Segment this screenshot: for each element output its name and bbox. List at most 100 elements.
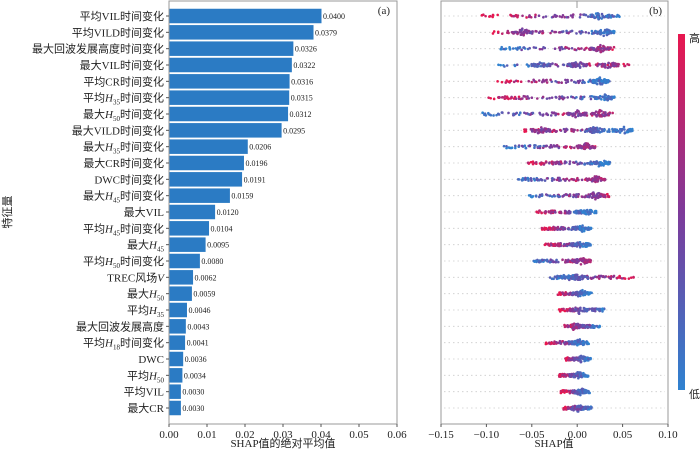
shap-point [522, 33, 525, 37]
shap-point [578, 241, 582, 244]
shap-point [587, 391, 591, 394]
bar-value-label: 0.0080 [201, 257, 223, 266]
shap-point [589, 146, 592, 150]
shap-point [558, 128, 562, 132]
shap-point [515, 63, 519, 67]
shap-point [530, 80, 534, 84]
shap-point [627, 63, 631, 67]
shap-point [593, 97, 597, 101]
shap-point [585, 177, 588, 180]
shap-point [622, 125, 626, 129]
bar-value-label: 0.0041 [187, 339, 209, 348]
shap-point [534, 13, 537, 17]
shap-point [535, 65, 539, 68]
shap-point [596, 130, 599, 133]
shap-point [578, 15, 582, 19]
shap-point [557, 179, 561, 182]
shap-point [612, 61, 615, 65]
shap-point [602, 114, 605, 117]
swarm-row [558, 371, 590, 380]
shap-point [534, 46, 538, 50]
category-label: 平均H50时间变化 [83, 254, 164, 270]
shap-point [578, 112, 581, 115]
shap-point [577, 311, 581, 315]
shap-point [517, 145, 521, 149]
shap-point [573, 404, 577, 408]
shap-point [529, 160, 533, 164]
shap-point [545, 342, 549, 345]
bar [169, 188, 230, 203]
shap-point [620, 128, 624, 132]
shap-point [602, 177, 606, 181]
shap-point [561, 258, 564, 261]
shap-point [585, 161, 589, 165]
shap-point [585, 142, 588, 145]
shap-point [538, 61, 542, 64]
shap-point [583, 290, 587, 293]
shap-point [525, 16, 528, 19]
shap-point [575, 276, 579, 279]
shap-point [587, 31, 591, 35]
shap-point [505, 144, 508, 148]
shap-point [533, 260, 536, 263]
shap-point [578, 226, 582, 229]
shap-point [570, 145, 573, 149]
shap-point [545, 144, 549, 148]
shap-point [585, 46, 588, 50]
shap-point [589, 48, 593, 51]
shap-point [512, 113, 516, 117]
category-label: 最大H45 [127, 238, 164, 254]
shap-point [556, 228, 559, 231]
shap-point [500, 32, 504, 35]
shap-point [599, 50, 603, 54]
category-label: DWC [138, 354, 164, 366]
bar-value-label: 0.0316 [291, 77, 313, 86]
bar-value-label: 0.0034 [184, 371, 206, 380]
bar-value-label: 0.0030 [182, 388, 204, 397]
shap-point [529, 177, 533, 180]
shap-point [589, 160, 593, 164]
x-tick-label: 0.01 [197, 429, 216, 441]
shap-point [572, 390, 576, 394]
shap-point [536, 131, 540, 135]
bar-value-label: 0.0030 [182, 404, 204, 413]
shap-point [575, 193, 578, 196]
shap-point [587, 213, 590, 216]
shap-point [571, 342, 574, 346]
shap-point [557, 81, 560, 84]
shap-point [565, 356, 568, 360]
shap-point [517, 113, 521, 117]
shap-point [593, 209, 597, 213]
shap-point [566, 358, 570, 362]
shap-point [582, 371, 585, 375]
shap-point [539, 113, 542, 116]
category-label: 最大VILD时间变化 [72, 123, 164, 137]
shap-point [583, 359, 586, 363]
shap-point [564, 342, 567, 346]
shap-point [585, 292, 588, 295]
bar-value-label: 0.0046 [188, 306, 210, 315]
shap-point [562, 307, 565, 311]
shap-point [598, 45, 602, 49]
shap-point [516, 15, 519, 19]
shap-point [548, 260, 552, 264]
shap-point [606, 162, 609, 166]
shap-point [524, 128, 528, 131]
shap-point [505, 146, 508, 150]
shap-point [577, 339, 580, 342]
shap-point [571, 13, 575, 16]
category-label: 平均H35 [127, 304, 164, 319]
shap-point [532, 62, 536, 66]
shap-point [574, 291, 577, 295]
shap-point [594, 110, 598, 113]
shap-point [551, 161, 555, 164]
shap-point [618, 274, 621, 278]
bar [169, 25, 314, 40]
shap-point [540, 127, 543, 131]
shap-point [497, 113, 501, 116]
shap-point [562, 406, 565, 410]
shap-point [555, 276, 559, 280]
shap-point [574, 325, 578, 329]
bar-value-label: 0.0120 [217, 208, 239, 217]
shap-point [602, 162, 605, 166]
